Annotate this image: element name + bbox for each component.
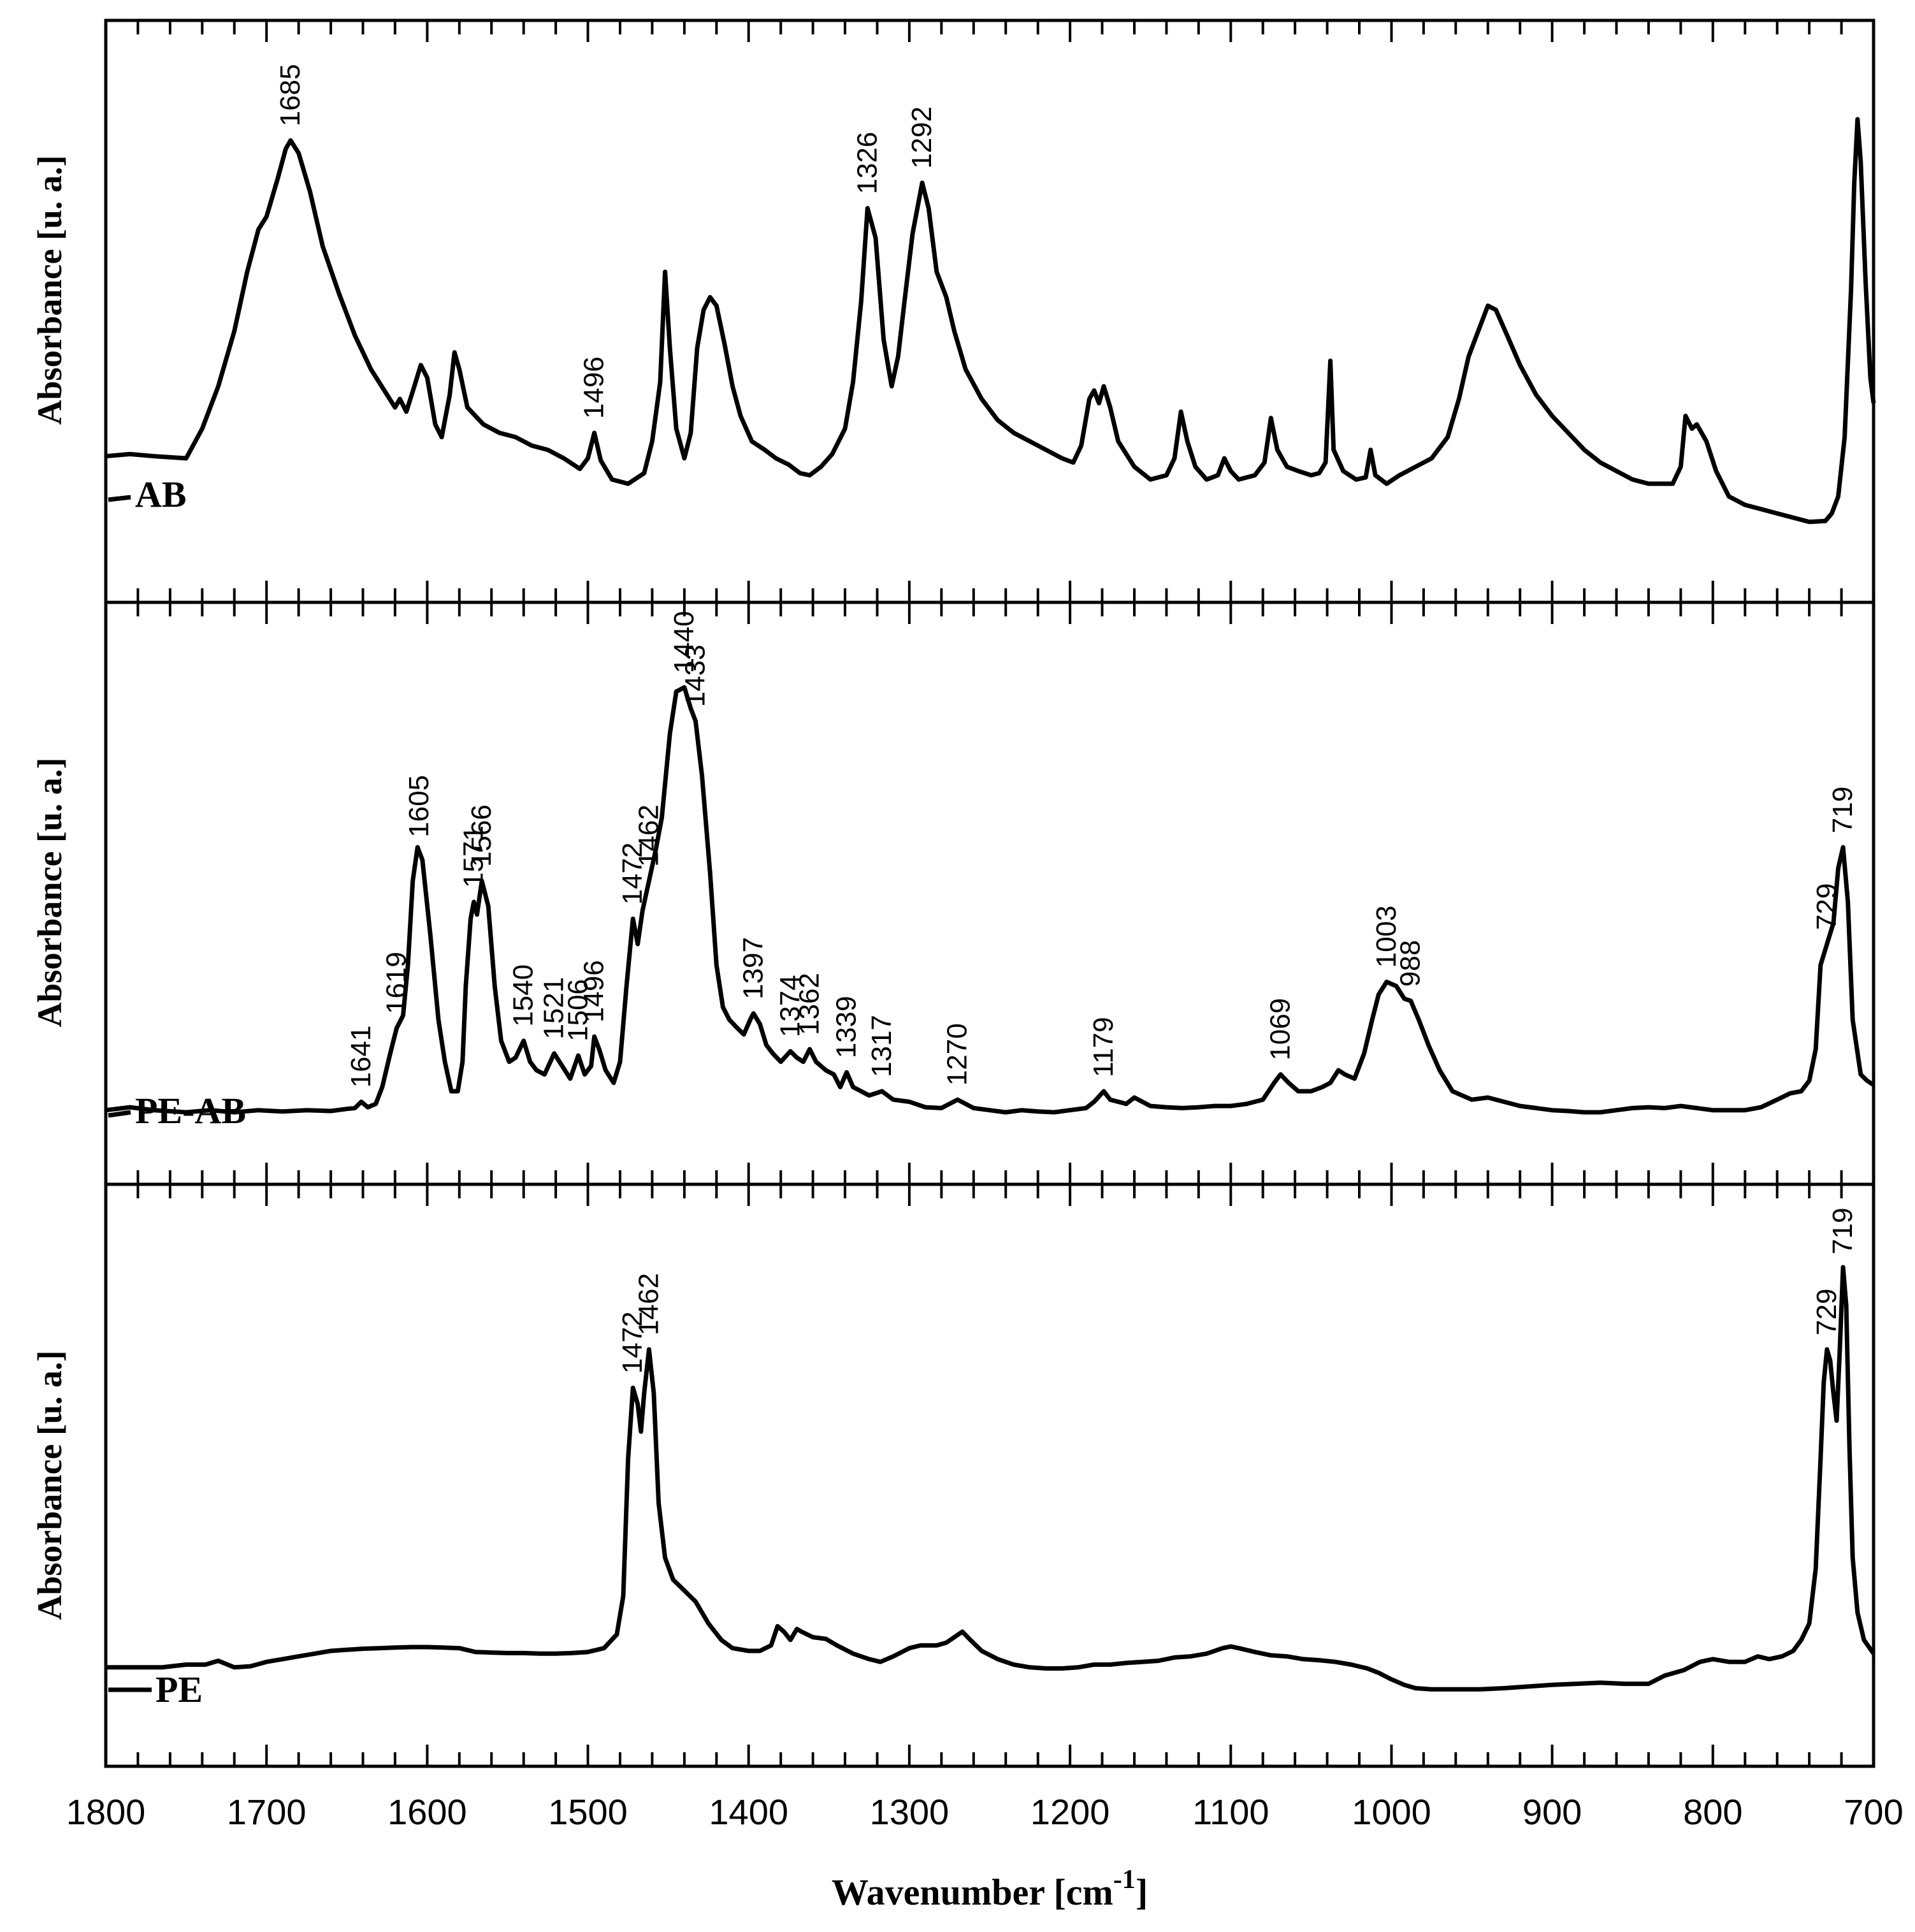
panel-pe-y-axis-label: Absorbance [u. a.] (31, 1350, 69, 1620)
x-axis-label-close: ] (1136, 1871, 1148, 1913)
peak-label: 1571 (458, 825, 489, 888)
panel-ab: Absorbance [u. a.] AB 1685 1496 1326 1292 (31, 18, 1876, 604)
panel-pe-ab-ticks (105, 602, 1875, 1184)
peak-label: 988 (1395, 940, 1426, 987)
series-lead-dash (108, 1110, 131, 1118)
x-tick-label: 900 (1522, 1792, 1582, 1832)
peak-label: 1179 (1088, 1017, 1119, 1077)
spectrum-line-ab (105, 117, 1876, 525)
peak-label: 1462 (633, 804, 664, 867)
x-axis-label-main: Wavenumber [cm (832, 1871, 1113, 1913)
peak-label: 1641 (345, 1026, 377, 1088)
peak-label: 1270 (942, 1023, 973, 1086)
peak-label: 1540 (508, 964, 539, 1027)
panel-ab-ticks (105, 20, 1875, 602)
panel-ab-y-axis-label: Absorbance [u. a.] (31, 155, 69, 425)
peak-label: 1326 (851, 132, 883, 194)
x-tick-label: 1200 (1030, 1792, 1110, 1832)
x-tick-label: 1000 (1352, 1792, 1431, 1832)
x-tick-label: 800 (1683, 1792, 1742, 1832)
x-tick-label: 1100 (1192, 1792, 1269, 1832)
peak-label: 1433 (680, 644, 711, 707)
peak-label: 719 (1827, 1208, 1858, 1254)
peak-label: 1521 (538, 977, 570, 1040)
x-tick-label: 1800 (66, 1792, 146, 1832)
peak-label: 1462 (633, 1273, 664, 1335)
peak-label: 1619 (380, 952, 412, 1014)
x-tick-label: 1400 (709, 1792, 788, 1832)
spectrum-line-pe (106, 1265, 1875, 1692)
peak-label: 1472 (617, 1311, 648, 1374)
x-tick-label: 1300 (870, 1792, 950, 1832)
peak-label: 1292 (906, 106, 937, 169)
peak-label: 1374 (774, 975, 806, 1037)
peak-label: 1496 (579, 960, 610, 1022)
peak-label: 1397 (737, 937, 769, 999)
panel-pe-ab: Absorbance [u. a.] PE-AB 164116191605157… (31, 600, 1875, 1186)
series-lead-dash (108, 495, 131, 502)
peak-label: 1339 (831, 996, 862, 1058)
panel-pe-ab-y-axis-label: Absorbance [u. a.] (31, 757, 69, 1027)
peak-label: 729 (1811, 1289, 1842, 1335)
x-axis-tick-labels: 1800 1700 1600 1500 1400 1300 1200 1100 1000 900 8… (66, 1792, 1904, 1832)
peak-label: 729 (1811, 883, 1842, 930)
peak-label: 1506 (562, 979, 593, 1042)
panel-pe-frame (104, 1182, 1875, 1768)
peak-label: 1069 (1264, 998, 1296, 1061)
x-tick-label: 1700 (227, 1792, 307, 1832)
x-tick-label: 1600 (387, 1792, 467, 1832)
series-label-pe: PE (155, 1669, 203, 1710)
x-tick-label: 700 (1844, 1792, 1903, 1832)
peak-label: 1472 (617, 843, 648, 905)
peak-label: 1685 (275, 64, 306, 126)
peak-label: 1317 (866, 1015, 897, 1077)
peak-label: 719 (1827, 787, 1858, 833)
peak-label: 1605 (403, 775, 435, 838)
x-axis-label-superscript: -1 (1113, 1865, 1136, 1894)
x-axis-label: Wavenumber [cm-1] (832, 1865, 1148, 1913)
panel-pe-ticks (105, 1184, 1875, 1766)
panel-ab-peak-labels: 1685 1496 1326 1292 (275, 64, 937, 419)
peak-label: 1440 (668, 611, 700, 674)
peak-label: 1003 (1371, 906, 1402, 968)
spectrum-line-pe-ab (105, 685, 1875, 1115)
x-tick-label: 1500 (548, 1792, 628, 1832)
series-label-ab: AB (135, 474, 187, 515)
peak-label: 1566 (466, 804, 497, 867)
peak-label: 1362 (794, 973, 825, 1035)
peak-label: 1496 (579, 356, 610, 419)
